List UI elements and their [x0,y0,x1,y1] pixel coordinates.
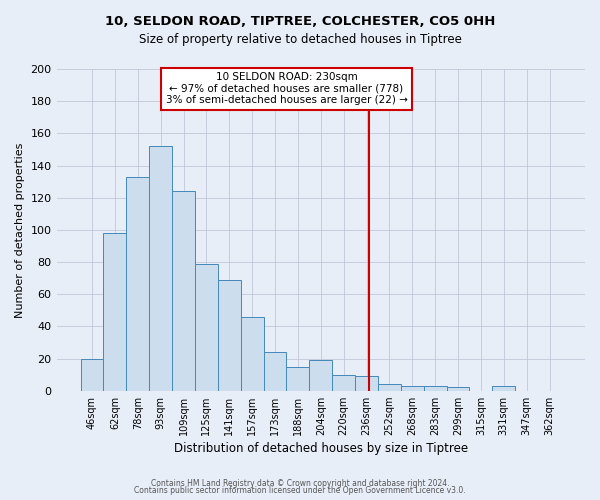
Bar [241,316,263,390]
Bar [103,233,127,390]
X-axis label: Distribution of detached houses by size in Tiptree: Distribution of detached houses by size … [174,442,468,455]
Bar [80,358,103,390]
Bar [401,386,424,390]
Bar [493,386,515,390]
Bar [286,366,310,390]
Bar [195,264,218,390]
Bar [355,376,378,390]
Bar [263,352,286,391]
Bar [424,386,446,390]
Text: 10 SELDON ROAD: 230sqm
← 97% of detached houses are smaller (778)
3% of semi-det: 10 SELDON ROAD: 230sqm ← 97% of detached… [166,72,407,106]
Text: Size of property relative to detached houses in Tiptree: Size of property relative to detached ho… [139,32,461,46]
Y-axis label: Number of detached properties: Number of detached properties [15,142,25,318]
Bar [446,388,469,390]
Text: Contains HM Land Registry data © Crown copyright and database right 2024.: Contains HM Land Registry data © Crown c… [151,478,449,488]
Bar [310,360,332,390]
Bar [378,384,401,390]
Bar [172,191,195,390]
Bar [218,280,241,390]
Bar [149,146,172,390]
Text: Contains public sector information licensed under the Open Government Licence v3: Contains public sector information licen… [134,486,466,495]
Bar [332,374,355,390]
Text: 10, SELDON ROAD, TIPTREE, COLCHESTER, CO5 0HH: 10, SELDON ROAD, TIPTREE, COLCHESTER, CO… [105,15,495,28]
Bar [127,177,149,390]
